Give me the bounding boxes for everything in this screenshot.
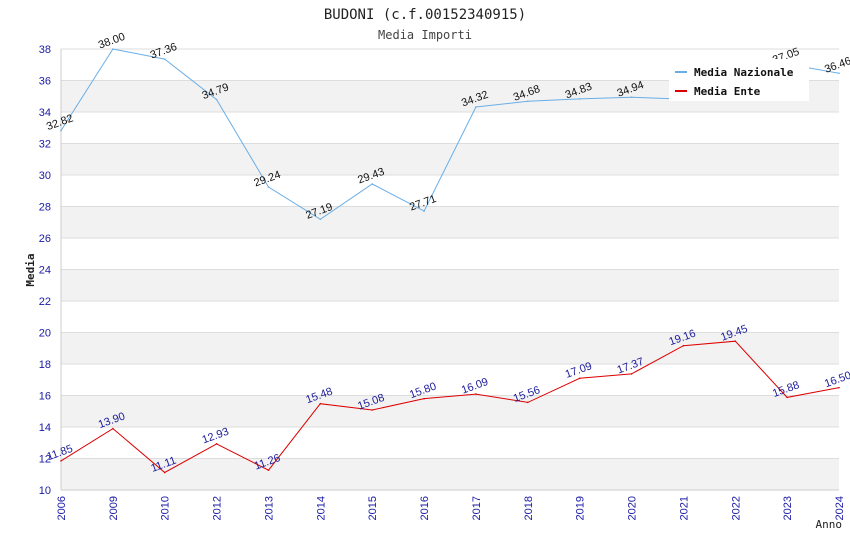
x-tick-label: 2021 [678, 496, 690, 520]
y-tick-label: 24 [39, 265, 51, 277]
data-point [215, 443, 218, 445]
legend-box [669, 59, 809, 101]
grid-band [61, 458, 839, 490]
legend-entry: Media Nazionale [694, 66, 794, 79]
data-point [319, 402, 322, 405]
data-label: 16.09 [460, 376, 490, 397]
data-point [475, 393, 477, 395]
x-tick-label: 2006 [56, 496, 68, 520]
y-tick-label: 18 [39, 359, 51, 371]
y-tick-label: 16 [39, 391, 51, 403]
y-tick-label: 20 [39, 328, 51, 340]
data-point [786, 396, 788, 399]
y-tick-label: 22 [39, 296, 51, 308]
x-tick-label: 2023 [782, 496, 794, 520]
x-tick-label: 2010 [160, 496, 172, 520]
data-point [267, 186, 270, 188]
y-tick-label: 32 [39, 139, 51, 151]
grid-bands [61, 80, 839, 490]
data-point [838, 72, 840, 75]
data-point [527, 100, 529, 103]
legend: Media Nazionale Media Ente [669, 59, 809, 101]
y-axis-label: Media [24, 253, 37, 286]
x-tick-label: 2024 [834, 496, 846, 520]
x-tick-label: 2016 [419, 496, 431, 520]
data-point [630, 373, 633, 375]
data-point [371, 183, 374, 185]
data-point [60, 129, 62, 132]
y-tick-labels: 10 12 14 16 18 20 22 24 26 28 30 32 34 36 38 [39, 44, 51, 497]
y-tick-label: 12 [39, 454, 51, 466]
chart-subtitle: Media Importi [378, 28, 472, 42]
data-point [527, 401, 529, 404]
data-point [319, 218, 322, 221]
x-tick-label: 2009 [108, 496, 120, 520]
x-tick-labels: 2006 2009 2010 2012 2013 2014 2015 2016 2017 2018… [56, 496, 846, 520]
data-point [371, 409, 374, 411]
data-point [578, 377, 581, 380]
y-tick-label: 10 [39, 485, 51, 497]
x-tick-label: 2018 [523, 496, 535, 520]
data-point [163, 58, 166, 60]
x-tick-label: 2022 [730, 496, 742, 520]
data-point [215, 98, 218, 101]
data-point [60, 460, 62, 462]
x-tick-label: 2015 [367, 496, 379, 520]
data-point [682, 344, 685, 347]
grid-band [61, 332, 839, 364]
data-point [267, 469, 270, 471]
series-line-1 [60, 340, 840, 474]
data-point [423, 397, 425, 400]
x-tick-label: 2014 [315, 496, 327, 520]
x-tick-label: 2012 [212, 496, 224, 520]
data-label: 38.00 [97, 31, 127, 52]
data-point [112, 48, 114, 50]
legend-entry: Media Ente [694, 85, 761, 98]
grid-band [61, 206, 839, 238]
grid-band [61, 395, 839, 427]
y-tick-label: 26 [39, 233, 51, 245]
data-point [112, 427, 114, 430]
y-tick-label: 36 [39, 76, 51, 88]
data-point [734, 340, 737, 342]
x-tick-label: 2013 [263, 496, 275, 520]
data-label: 12.93 [201, 426, 231, 447]
data-point [630, 96, 633, 98]
y-tick-label: 38 [39, 44, 51, 56]
x-tick-label: 2017 [471, 496, 483, 520]
data-point [163, 471, 166, 474]
y-tick-label: 14 [39, 422, 51, 434]
data-label: 16.50 [823, 369, 850, 390]
data-point [475, 106, 477, 108]
x-tick-label: 2020 [627, 496, 639, 520]
y-tick-label: 28 [39, 202, 51, 214]
data-point [838, 386, 840, 389]
y-tick-label: 30 [39, 170, 51, 182]
data-point [578, 98, 581, 100]
grid-band [61, 269, 839, 301]
x-tick-label: 2019 [575, 496, 587, 520]
chart-title: BUDONI (c.f.00152340915) [324, 7, 526, 23]
y-tick-label: 34 [39, 107, 51, 119]
x-axis-label: Anno [816, 518, 843, 531]
data-point [423, 210, 425, 212]
